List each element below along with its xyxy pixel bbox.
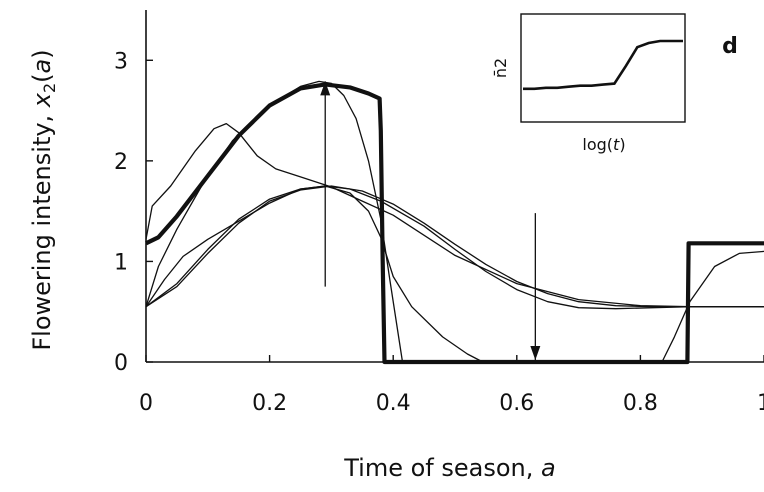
y-tick-label-2: 2	[114, 150, 128, 175]
panel-label: d	[722, 34, 738, 59]
inset-x-label: log(t)	[582, 135, 625, 154]
y-axis-title: Flowering intensity, x2(a)	[28, 49, 59, 350]
ticks: 0 0.2 0.4 0.6 0.8 1 0 1 2 3	[114, 49, 764, 416]
x-tick-label-0.2: 0.2	[252, 391, 287, 416]
inset: log(t) n̄2	[491, 13, 686, 154]
x-tick-label-1: 1	[757, 391, 764, 416]
x-tick-label-0: 0	[139, 391, 153, 416]
series-line-3	[145, 185, 764, 363]
series-line-2	[145, 122, 764, 308]
x-tick-label-0.6: 0.6	[499, 391, 534, 416]
arrow-head-2	[530, 345, 541, 360]
series-line-6	[145, 185, 764, 308]
x-axis-title: Time of season, a	[343, 454, 555, 482]
inset-curve	[523, 39, 683, 91]
series-lines	[145, 80, 764, 365]
series-line-4	[145, 80, 404, 363]
inset-y-label: n̄2	[491, 58, 510, 78]
y-tick-label-1: 1	[114, 250, 128, 275]
series-line-5	[145, 185, 764, 310]
y-tick-label-3: 3	[114, 49, 128, 74]
arrow-head-1	[320, 81, 331, 96]
arrows	[320, 81, 541, 360]
y-tick-label-0: 0	[114, 351, 128, 376]
inset-frame	[520, 13, 686, 123]
axes	[145, 10, 764, 363]
x-tick-label-0.8: 0.8	[623, 391, 658, 416]
x-tick-label-0.4: 0.4	[376, 391, 411, 416]
